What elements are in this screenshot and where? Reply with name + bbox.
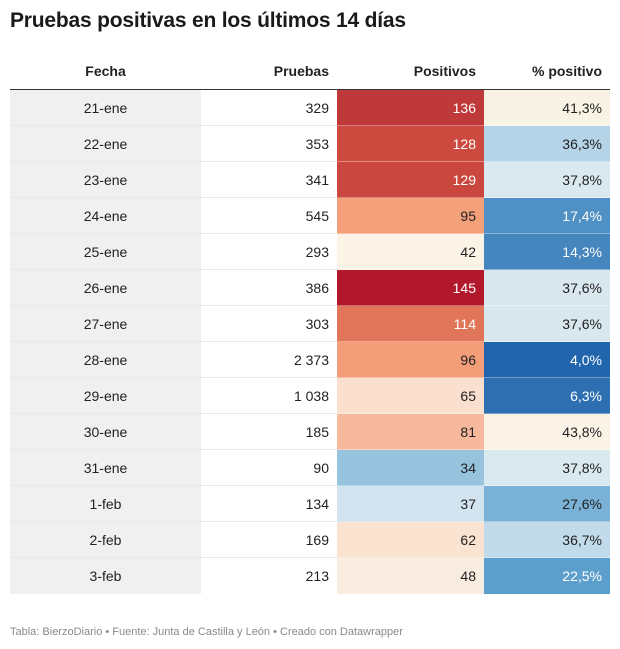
cell-pruebas: 329: [201, 89, 337, 126]
table-row: 22-ene 353 128 36,3%: [10, 125, 610, 162]
cell-positivos: 34: [337, 449, 484, 486]
cell-pruebas: 1 038: [201, 377, 337, 414]
cell-positivos: 128: [337, 125, 484, 162]
cell-fecha: 24-ene: [10, 197, 201, 234]
cell-fecha: 2-feb: [10, 521, 201, 558]
table-row: 29-ene 1 038 65 6,3%: [10, 377, 610, 414]
cell-positivos: 37: [337, 485, 484, 522]
cell-pruebas: 185: [201, 413, 337, 450]
cell-pruebas: 293: [201, 233, 337, 270]
table-row: 27-ene 303 114 37,6%: [10, 305, 610, 342]
cell-pct-positivo: 27,6%: [484, 485, 610, 522]
cell-pct-positivo: 37,6%: [484, 305, 610, 342]
header-row: Fecha Pruebas Positivos % positivo: [10, 53, 610, 90]
table-row: 24-ene 545 95 17,4%: [10, 197, 610, 234]
header-pruebas[interactable]: Pruebas: [201, 53, 337, 90]
table-row: 21-ene 329 136 41,3%: [10, 89, 610, 126]
cell-positivos: 42: [337, 233, 484, 270]
cell-pruebas: 169: [201, 521, 337, 558]
cell-positivos: 65: [337, 377, 484, 414]
cell-pruebas: 213: [305, 567, 329, 584]
cell-pct-positivo: 41,3%: [484, 89, 610, 126]
cell-positivos: 96: [337, 341, 484, 378]
cell-pruebas: 90: [201, 449, 337, 486]
cell-positivos: 48: [337, 557, 484, 594]
cell-positivos: 114: [337, 305, 484, 342]
cell-positivos: 95: [337, 197, 484, 234]
cell-positivos: 136: [337, 89, 484, 126]
cell-pruebas: 2 373: [201, 341, 337, 378]
cell-positivos: 62: [337, 521, 484, 558]
cell-fecha: 29-ene: [10, 377, 201, 414]
table-row: 28-ene 2 373 96 4,0%: [10, 341, 610, 378]
cell-pct-positivo: 36,3%: [484, 125, 610, 162]
cell-fecha: 25-ene: [10, 233, 201, 270]
cell-pct-positivo: 43,8%: [484, 413, 610, 450]
footer-credits: Tabla: BierzoDiario • Fuente: Junta de C…: [10, 626, 403, 638]
cell-pruebas: 341: [201, 161, 337, 198]
cell-pruebas: 303: [201, 305, 337, 342]
table-row: 26-ene 386 145 37,6%: [10, 269, 610, 306]
table-body: 21-ene 329 136 41,3% 22-ene 353 128 36,3% 23-ene…: [10, 89, 610, 594]
cell-fecha: 3-feb: [10, 557, 201, 594]
table-row: 23-ene 341 129 37,8%: [10, 161, 610, 198]
cell-fecha: 26-ene: [10, 269, 201, 306]
table-row: 25-ene 293 42 14,3%: [10, 233, 610, 270]
header-fecha[interactable]: Fecha: [10, 53, 201, 90]
cell-pct-positivo: 17,4%: [484, 197, 610, 234]
data-table: Fecha Pruebas Positivos % positivo 21-en…: [10, 53, 610, 594]
table-row: 3-feb 213 48 22,5%: [10, 557, 610, 594]
cell-positivos: 81: [337, 413, 484, 450]
cell-fecha: 28-ene: [10, 341, 201, 378]
cell-fecha: 23-ene: [10, 161, 201, 198]
chart-title: Pruebas positivas en los últimos 14 días: [10, 9, 406, 32]
cell-pct-positivo: 22,5%: [484, 557, 610, 594]
cell-pct-positivo: 14,3%: [484, 233, 610, 270]
cell-positivos: 129: [337, 161, 484, 198]
cell-fecha: 21-ene: [10, 89, 201, 126]
cell-pruebas: 545: [201, 197, 337, 234]
header-positivos[interactable]: Positivos: [337, 53, 484, 90]
cell-fecha: 30-ene: [10, 413, 201, 450]
cell-pct-positivo: 37,8%: [484, 161, 610, 198]
table-row: 1-feb 134 37 27,6%: [10, 485, 610, 522]
cell-fecha: 27-ene: [10, 305, 201, 342]
cell-pct-positivo: 37,8%: [484, 449, 610, 486]
table-row: 31-ene 90 34 37,8%: [10, 449, 610, 486]
cell-pct-positivo: 6,3%: [484, 377, 610, 414]
cell-positivos: 145: [337, 269, 484, 306]
cell-pct-positivo: 4,0%: [484, 341, 610, 378]
cell-pruebas: 386: [201, 269, 337, 306]
cell-fecha: 1-feb: [10, 485, 201, 522]
cell-pct-positivo: 36,7%: [484, 521, 610, 558]
cell-pruebas: 353: [201, 125, 337, 162]
cell-pct-positivo: 37,6%: [484, 269, 610, 306]
cell-fecha: 22-ene: [10, 125, 201, 162]
cell-pruebas: 134: [201, 485, 337, 522]
cell-fecha: 31-ene: [10, 449, 201, 486]
table-row: 2-feb 169 62 36,7%: [10, 521, 610, 558]
header-pct-positivo[interactable]: % positivo: [484, 53, 610, 90]
table-row: 30-ene 185 81 43,8%: [10, 413, 610, 450]
